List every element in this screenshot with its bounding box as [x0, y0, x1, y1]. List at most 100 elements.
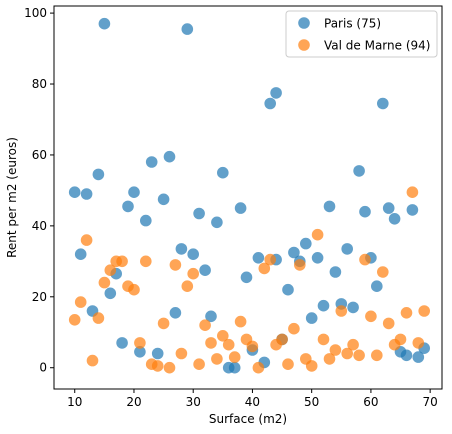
- data-point: [205, 310, 217, 323]
- data-point: [323, 200, 336, 213]
- data-point: [406, 204, 419, 216]
- data-point: [282, 283, 294, 296]
- legend-label: Val de Marne (94): [324, 39, 430, 53]
- data-point: [371, 280, 383, 293]
- y-tick-label: 0: [39, 361, 47, 375]
- data-point: [353, 165, 365, 177]
- data-point: [140, 255, 152, 268]
- data-point: [246, 340, 259, 353]
- data-point: [400, 349, 413, 362]
- data-point: [175, 243, 188, 255]
- data-point: [145, 156, 158, 168]
- data-point: [311, 228, 324, 241]
- data-point: [199, 264, 211, 277]
- data-point: [234, 315, 247, 328]
- data-point: [382, 202, 395, 214]
- data-point: [80, 234, 93, 246]
- data-point: [74, 296, 87, 308]
- data-point: [400, 307, 413, 319]
- data-point: [264, 97, 277, 110]
- data-point: [359, 205, 371, 218]
- y-tick-label: 100: [24, 6, 47, 20]
- data-point: [157, 193, 170, 206]
- data-point: [92, 168, 105, 181]
- data-point: [305, 360, 318, 372]
- data-point: [116, 337, 128, 349]
- data-point: [199, 319, 211, 332]
- data-point: [323, 353, 336, 365]
- data-point: [228, 361, 241, 374]
- data-point: [288, 246, 300, 259]
- data-point: [329, 266, 342, 278]
- data-point: [80, 188, 93, 200]
- data-point: [270, 87, 282, 99]
- y-tick-label: 40: [32, 219, 47, 233]
- data-point: [282, 358, 294, 371]
- data-point: [104, 264, 117, 277]
- data-point: [98, 276, 111, 289]
- x-tick-label: 60: [363, 395, 378, 409]
- data-point: [151, 347, 164, 360]
- x-axis-label: Surface (m2): [209, 412, 287, 426]
- x-axis-ticks: 10 20 30 40 50 60 70: [67, 389, 438, 409]
- data-point: [181, 23, 194, 35]
- data-point: [205, 337, 217, 349]
- data-point: [175, 347, 188, 360]
- legend-label: Paris (75): [324, 17, 381, 31]
- data-point: [305, 312, 318, 324]
- data-point: [240, 271, 253, 284]
- data-point: [134, 337, 146, 349]
- points-layer: [68, 17, 431, 374]
- data-point: [128, 186, 140, 198]
- data-point: [311, 251, 324, 264]
- data-point: [377, 266, 389, 278]
- y-axis-label: Rent per m2 (euros): [5, 137, 19, 258]
- data-point: [412, 337, 425, 349]
- data-point: [151, 360, 164, 372]
- data-point: [382, 317, 395, 330]
- data-point: [128, 283, 140, 296]
- data-point: [252, 251, 265, 264]
- data-point: [140, 214, 152, 227]
- x-tick-label: 10: [67, 395, 82, 409]
- data-point: [68, 186, 81, 198]
- x-tick-label: 20: [126, 395, 141, 409]
- data-point: [122, 200, 134, 213]
- data-point: [116, 255, 128, 268]
- data-point: [264, 253, 277, 266]
- data-point: [353, 349, 365, 362]
- data-point: [365, 310, 377, 323]
- x-tick-label: 70: [423, 395, 438, 409]
- data-point: [169, 259, 182, 271]
- x-tick-label: 50: [304, 395, 319, 409]
- data-point: [74, 248, 87, 260]
- data-point: [341, 347, 354, 360]
- legend-marker: [298, 17, 310, 29]
- data-point: [163, 150, 176, 163]
- data-point: [347, 338, 359, 351]
- data-point: [163, 361, 176, 374]
- data-point: [217, 166, 229, 179]
- data-point: [228, 351, 241, 363]
- data-point: [222, 338, 235, 351]
- legend-marker: [298, 39, 310, 51]
- data-point: [418, 305, 431, 317]
- data-point: [187, 248, 199, 260]
- y-tick-label: 80: [32, 77, 47, 91]
- plot-frame: [53, 5, 443, 390]
- data-point: [276, 333, 288, 346]
- data-point: [134, 346, 146, 358]
- data-point: [211, 216, 223, 229]
- data-point: [193, 358, 205, 371]
- data-point: [294, 259, 306, 271]
- data-point: [252, 361, 265, 374]
- legend-box: [285, 10, 438, 58]
- data-point: [394, 333, 407, 346]
- data-point: [157, 317, 170, 330]
- data-point: [329, 344, 342, 356]
- data-point: [347, 301, 359, 314]
- x-tick-label: 30: [186, 395, 201, 409]
- y-tick-label: 20: [32, 290, 47, 304]
